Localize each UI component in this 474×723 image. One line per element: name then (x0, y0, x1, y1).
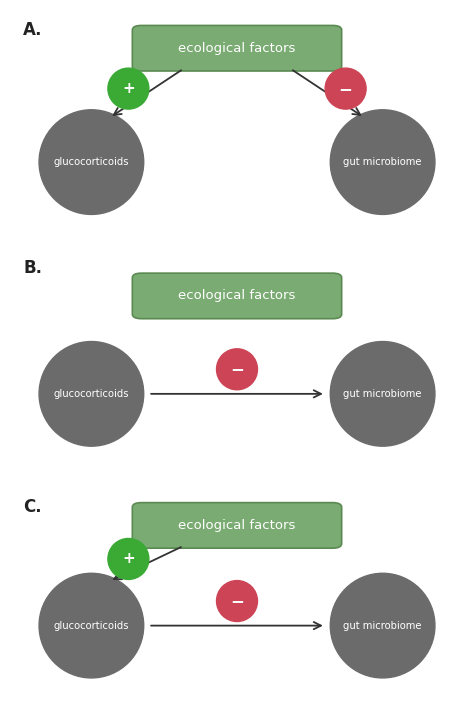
Text: glucocorticoids: glucocorticoids (54, 157, 129, 167)
Ellipse shape (330, 110, 435, 215)
Text: −: − (338, 80, 353, 98)
Text: −: − (230, 592, 244, 610)
Ellipse shape (108, 68, 149, 109)
FancyBboxPatch shape (132, 273, 342, 319)
Ellipse shape (325, 68, 366, 109)
Text: glucocorticoids: glucocorticoids (54, 620, 129, 630)
Ellipse shape (330, 341, 435, 446)
Ellipse shape (330, 573, 435, 678)
FancyBboxPatch shape (132, 502, 342, 548)
Text: ecological factors: ecological factors (178, 519, 296, 532)
Text: ecological factors: ecological factors (178, 289, 296, 302)
Ellipse shape (39, 573, 144, 678)
Ellipse shape (108, 539, 149, 579)
Text: gut microbiome: gut microbiome (343, 157, 422, 167)
Ellipse shape (217, 581, 257, 622)
Text: C.: C. (23, 498, 42, 516)
Ellipse shape (39, 110, 144, 215)
FancyBboxPatch shape (132, 25, 342, 71)
Text: gut microbiome: gut microbiome (343, 620, 422, 630)
Text: A.: A. (23, 21, 43, 39)
Text: B.: B. (23, 260, 42, 278)
Text: glucocorticoids: glucocorticoids (54, 389, 129, 399)
Text: +: + (122, 552, 135, 566)
Ellipse shape (217, 348, 257, 390)
Text: ecological factors: ecological factors (178, 42, 296, 55)
Text: gut microbiome: gut microbiome (343, 389, 422, 399)
Text: +: + (122, 81, 135, 96)
Text: −: − (230, 360, 244, 378)
Ellipse shape (39, 341, 144, 446)
